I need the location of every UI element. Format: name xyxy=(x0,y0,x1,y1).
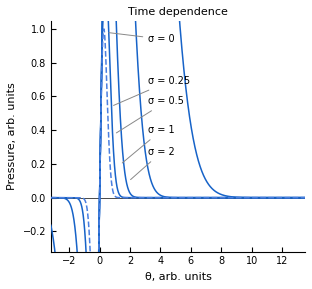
Text: σ = 1: σ = 1 xyxy=(122,125,175,163)
Y-axis label: Pressure, arb. units: Pressure, arb. units xyxy=(7,82,17,190)
Title: Time dependence: Time dependence xyxy=(128,7,228,17)
Text: σ = 2: σ = 2 xyxy=(130,147,175,179)
X-axis label: θ, arb. units: θ, arb. units xyxy=(144,272,212,282)
Text: σ = 0: σ = 0 xyxy=(109,33,175,44)
Text: σ = 0.25: σ = 0.25 xyxy=(114,76,190,105)
Text: σ = 0.5: σ = 0.5 xyxy=(116,97,184,133)
